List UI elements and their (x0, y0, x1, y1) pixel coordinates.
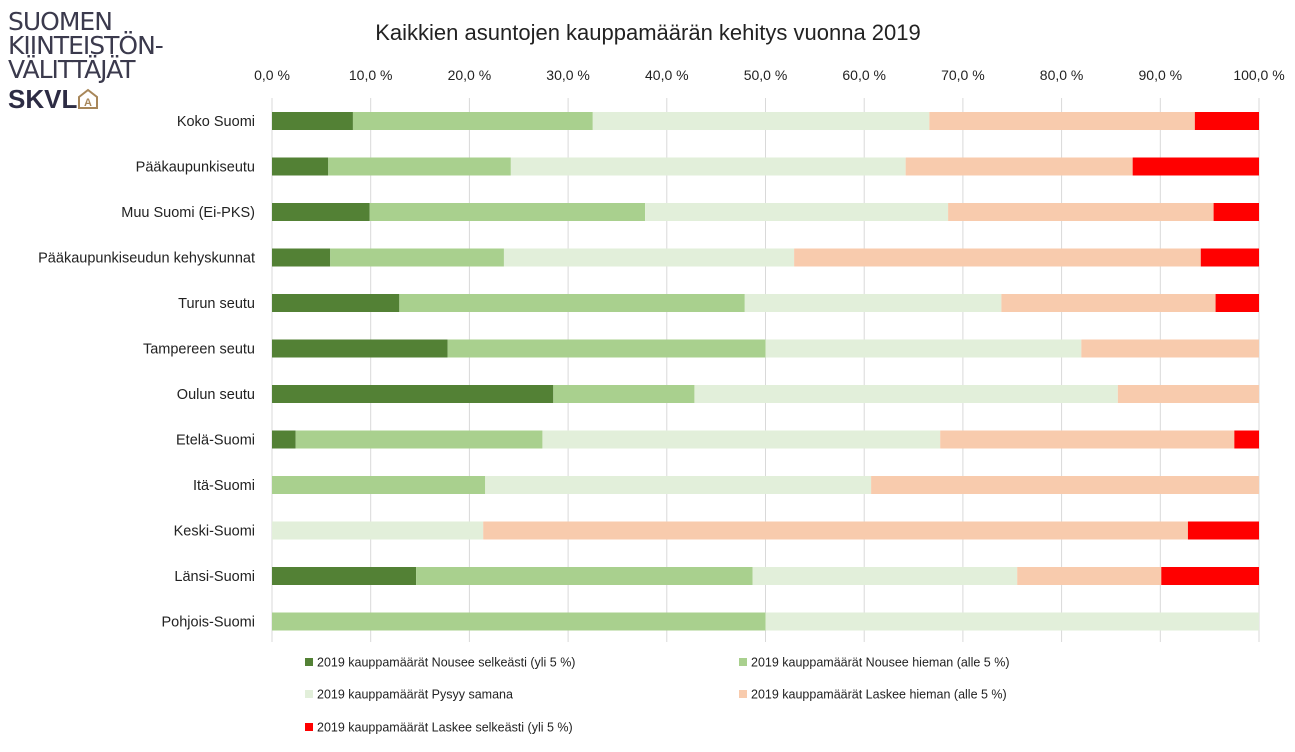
bar-segment (272, 612, 766, 631)
legend-label: 2019 kauppamäärät Pysyy samana (317, 688, 513, 702)
bar-segment (485, 476, 872, 494)
bar-segment (1132, 157, 1259, 176)
bar-segment (1161, 567, 1259, 585)
x-tick-label: 40,0 % (645, 67, 689, 83)
bar-segment (940, 430, 1235, 449)
bar-segment (272, 430, 296, 449)
bar-segment (272, 521, 484, 540)
bar-segment (447, 339, 766, 358)
bar-segment (929, 112, 1195, 130)
x-tick-label: 100,0 % (1233, 67, 1284, 83)
bar-segment (330, 248, 504, 267)
bar-segment (328, 157, 511, 176)
x-axis-tick-labels: 0,0 % 10,0 % 20,0 % 30,0 % 40,0 % 50,0 % 60,0 … (254, 67, 1285, 83)
logo-line-3: VÄLITTÄJÄT (8, 55, 136, 84)
bar-segment (272, 385, 554, 403)
bar-segment (1213, 203, 1259, 221)
logo-brand-text: SKVL (8, 84, 78, 114)
bar-segment (1017, 567, 1162, 585)
x-tick-label: 60,0 % (842, 67, 886, 83)
x-tick-label: 90,0 % (1139, 67, 1183, 83)
bar-segment (765, 612, 1259, 631)
bar-segment (645, 203, 949, 221)
legend-swatch (739, 690, 747, 698)
logo-line-2: KIINTEISTÖN- (8, 31, 164, 60)
bar-segment (352, 112, 593, 130)
bar-segment (272, 203, 370, 221)
category-labels: Koko Suomi Pääkaupunkiseutu Muu Suomi (Ei-… (38, 114, 255, 631)
logo-emblem-letter: A (84, 97, 92, 109)
bar-segment (948, 203, 1214, 221)
bar-segment (871, 476, 1259, 494)
bar-segment (369, 203, 646, 221)
bar-segment (905, 157, 1133, 176)
bar-segment (272, 248, 331, 267)
bar-segment (1200, 248, 1259, 267)
legend-swatch (305, 690, 313, 698)
bar-segment (503, 248, 795, 267)
logo-line-1: SUOMEN (8, 7, 113, 36)
chart-title: Kaikkien asuntojen kauppamäärän kehitys … (375, 20, 921, 45)
bar-segment (752, 567, 1018, 585)
legend-label: 2019 kauppamäärät Nousee selkeästi (yli … (317, 656, 575, 670)
bar-segment (1187, 521, 1259, 540)
x-tick-label: 10,0 % (349, 67, 393, 83)
category-label: Tampereen seutu (143, 342, 255, 358)
bar-segment (295, 430, 543, 449)
bar-segment (765, 339, 1082, 358)
bar-segment (483, 521, 1188, 540)
legend-swatch (739, 658, 747, 666)
bar-segment (542, 430, 941, 449)
bar-segment (1215, 294, 1259, 312)
bar-segment (272, 476, 486, 494)
category-label: Muu Suomi (Ei-PKS) (121, 205, 255, 221)
bar-segment (510, 157, 906, 176)
category-label: Keski-Suomi (174, 524, 255, 540)
bar-segment (272, 294, 400, 312)
house-emblem-icon: A (78, 88, 99, 109)
legend-label: 2019 kauppamäärät Laskee hieman (alle 5 … (751, 688, 1007, 702)
bar-segment (1117, 385, 1259, 403)
category-label: Itä-Suomi (193, 478, 255, 494)
bar-segment (1001, 294, 1216, 312)
category-label: Pohjois-Suomi (162, 615, 256, 631)
bar-segment (744, 294, 1002, 312)
bar-segment (1194, 112, 1259, 130)
bar-segment (272, 339, 448, 358)
logo-brand: SKVL A (8, 86, 208, 112)
bar-segment (399, 294, 745, 312)
x-tick-label: 20,0 % (448, 67, 492, 83)
bar-segment (272, 112, 353, 130)
bar-segment (1234, 430, 1259, 449)
x-tick-label: 30,0 % (546, 67, 590, 83)
category-label: Länsi-Suomi (174, 569, 255, 585)
bar-segment (272, 157, 329, 176)
category-label: Pääkaupunkiseudun kehyskunnat (38, 251, 255, 267)
bar-segment (592, 112, 930, 130)
category-label: Oulun seutu (177, 387, 255, 403)
bar-segment (416, 567, 753, 585)
legend-label: 2019 kauppamäärät Nousee hieman (alle 5 … (751, 656, 1010, 670)
gridlines (271, 98, 1260, 642)
bar-segment (1081, 339, 1259, 358)
bar-segment (553, 385, 695, 403)
category-label: Pääkaupunkiseutu (136, 160, 255, 176)
bar-segment (694, 385, 1118, 403)
legend-swatch (305, 658, 313, 666)
x-tick-label: 50,0 % (744, 67, 788, 83)
x-tick-label: 70,0 % (941, 67, 985, 83)
legend: 2019 kauppamäärät Nousee selkeästi (yli … (305, 656, 1010, 735)
company-logo: SUOMEN KIINTEISTÖN- VÄLITTÄJÄT SKVL A (8, 7, 208, 112)
bars (272, 112, 1259, 631)
legend-swatch (305, 723, 313, 731)
bar-segment (794, 248, 1201, 267)
bar-segment (272, 567, 417, 585)
x-tick-label: 0,0 % (254, 67, 290, 83)
category-label: Turun seutu (178, 296, 255, 312)
category-label: Etelä-Suomi (176, 433, 255, 449)
category-label: Koko Suomi (177, 114, 255, 130)
x-tick-label: 80,0 % (1040, 67, 1084, 83)
legend-label: 2019 kauppamäärät Laskee selkeästi (yli … (317, 721, 573, 735)
